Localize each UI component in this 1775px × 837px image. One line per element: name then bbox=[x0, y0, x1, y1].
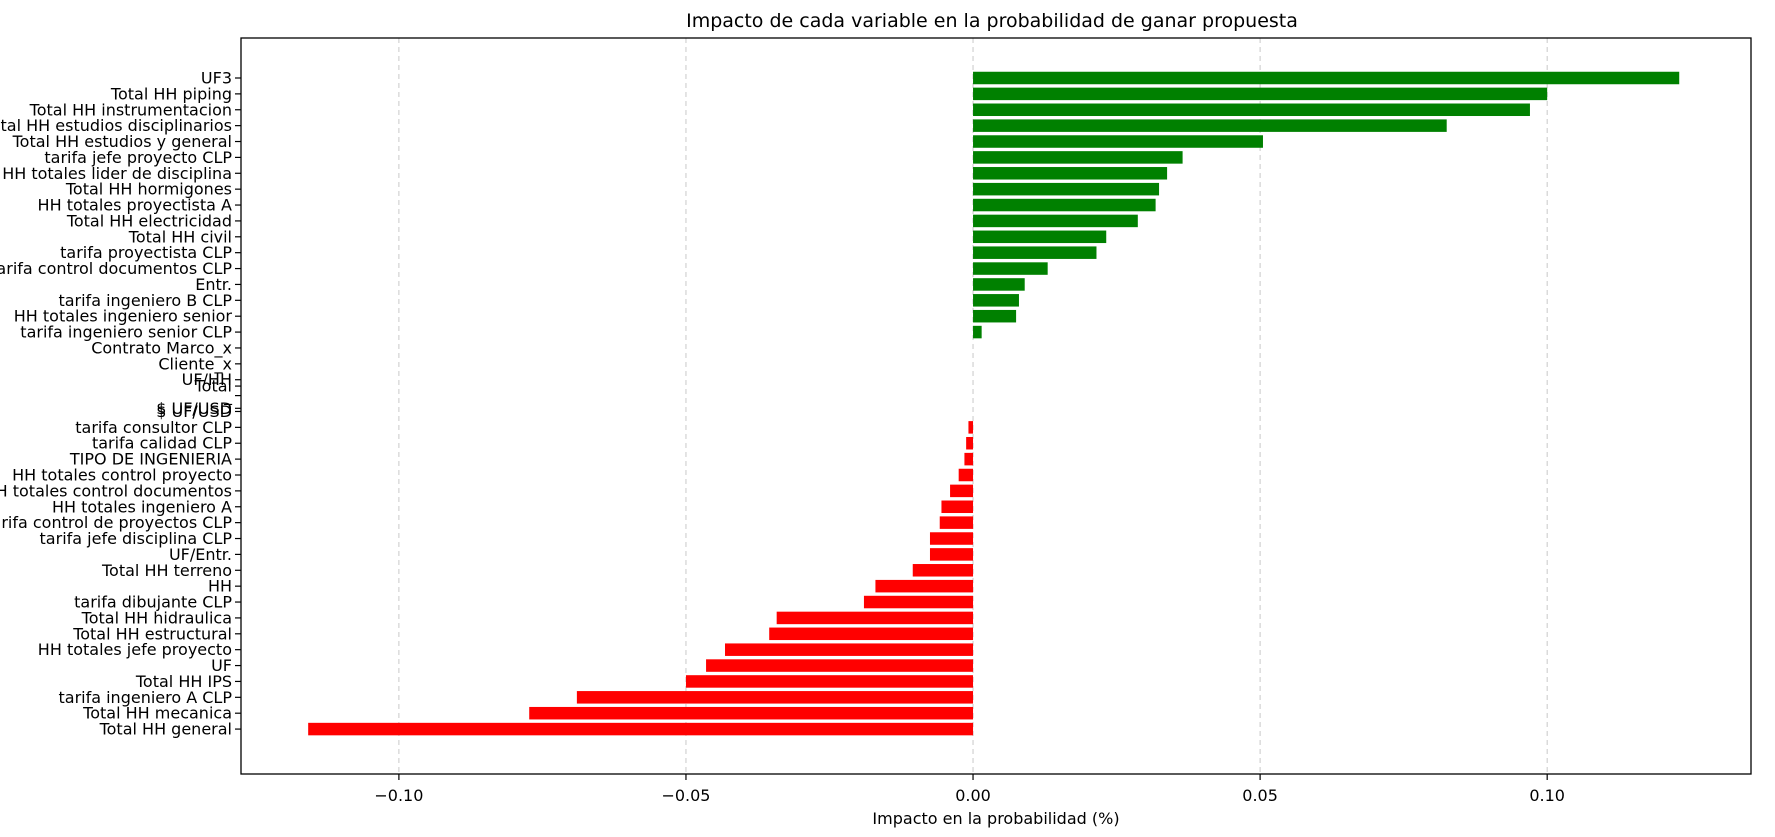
bar bbox=[973, 246, 1097, 259]
y-tick-label: Total HH civil bbox=[128, 227, 232, 246]
bar bbox=[529, 706, 974, 720]
x-tick-label: −0.05 bbox=[661, 786, 710, 805]
bar bbox=[973, 87, 1548, 101]
y-tick-label: tarifa ingeniero A CLP bbox=[58, 688, 232, 707]
bar bbox=[706, 659, 974, 672]
y-tick-label: Cliente_x bbox=[158, 354, 232, 374]
bar bbox=[939, 516, 974, 529]
y-tick-label: tarifa control de proyectos CLP bbox=[0, 513, 232, 532]
y-tick-label: HH totales jefe proyecto bbox=[38, 640, 232, 659]
bar bbox=[973, 151, 1183, 164]
y-tick-label: HH totales control proyecto bbox=[12, 466, 232, 485]
y-tick-label: tarifa ingeniero senior CLP bbox=[20, 323, 232, 342]
y-tick-label: $ UF/USD bbox=[156, 399, 232, 418]
bar bbox=[973, 103, 1530, 117]
bar bbox=[964, 452, 974, 466]
y-tick-label: HH bbox=[208, 577, 232, 596]
bars bbox=[308, 71, 1680, 736]
x-tick-label: 0.05 bbox=[1242, 786, 1278, 805]
chart-title: Impacto de cada variable en la probabili… bbox=[686, 10, 1298, 32]
y-tick-label: tarifa consultor CLP bbox=[75, 418, 232, 437]
y-tick-label: HH totales control documentos bbox=[0, 481, 232, 500]
y-tick-label: Contrato Marco_x bbox=[91, 338, 232, 358]
y-tick-label: _ bbox=[223, 386, 233, 406]
bar bbox=[308, 722, 974, 736]
y-tick-label: tarifa proyectista CLP bbox=[60, 243, 232, 262]
y-tick-label: UF/Entr. bbox=[169, 545, 232, 564]
y-tick-label: TIPO DE INGENIERIA bbox=[69, 450, 232, 469]
y-tick-label: HH totales lider de disciplina bbox=[2, 164, 232, 183]
bar bbox=[929, 532, 974, 545]
y-tick-label: $ UF/USD bbox=[156, 402, 232, 421]
bar bbox=[912, 564, 974, 577]
y-tick-label: Total HH mecanica bbox=[82, 704, 232, 723]
y-tick-label: HH totales ingeniero senior bbox=[14, 307, 233, 326]
y-tick-label: Total HH IPS bbox=[135, 672, 232, 691]
x-axis-label: Impacto en la probabilidad (%) bbox=[872, 809, 1119, 828]
y-tick-label: Total HH general bbox=[99, 720, 232, 739]
bar bbox=[973, 309, 1017, 323]
x-tick-labels: −0.10 −0.05 0.00 0.05 0.10 bbox=[374, 774, 1565, 805]
bar bbox=[973, 167, 1168, 180]
bar bbox=[973, 119, 1447, 132]
bar bbox=[973, 182, 1160, 196]
bar bbox=[776, 611, 974, 625]
bar bbox=[973, 294, 1019, 307]
y-tick-label: Total HH instrumentacion bbox=[29, 100, 232, 119]
y-tick-label: UF bbox=[211, 656, 232, 675]
bar bbox=[966, 436, 974, 450]
bar bbox=[958, 468, 974, 482]
bar bbox=[929, 548, 974, 561]
y-tick-label: HH totales ingeniero A bbox=[52, 497, 232, 516]
y-tick-label: HH totales proyectista A bbox=[38, 196, 233, 215]
bar bbox=[685, 675, 974, 688]
bar bbox=[875, 579, 974, 593]
y-tick-label: tarifa jefe disciplina CLP bbox=[40, 529, 233, 548]
y-tick-label: Total HH estructural bbox=[72, 624, 232, 643]
y-tick-label: tarifa control documentos CLP bbox=[0, 259, 232, 278]
bar bbox=[973, 278, 1025, 291]
bar bbox=[973, 198, 1156, 212]
y-tick-label: tarifa jefe proyecto CLP bbox=[44, 148, 232, 167]
bar bbox=[576, 691, 974, 704]
bar bbox=[725, 643, 974, 656]
bar bbox=[973, 135, 1263, 148]
bar bbox=[863, 595, 974, 609]
bar bbox=[950, 484, 974, 498]
y-tick-label: Total HH terreno bbox=[101, 561, 232, 580]
bar bbox=[973, 230, 1107, 244]
y-tick-label: tarifa ingeniero B CLP bbox=[58, 291, 232, 310]
bar bbox=[769, 627, 974, 641]
grid-lines bbox=[398, 38, 1548, 774]
bar bbox=[973, 71, 1680, 85]
y-tick-label: Entr. bbox=[195, 275, 232, 294]
y-tick-label: tarifa calidad CLP bbox=[92, 434, 232, 453]
y-tick-label: tarifa dibujante CLP bbox=[74, 593, 232, 612]
bar bbox=[973, 325, 982, 339]
y-tick-label: Total HH estudios y general bbox=[12, 132, 232, 151]
y-tick-label: UF/HH bbox=[182, 370, 232, 389]
bar bbox=[941, 500, 974, 514]
y-tick-label: Total bbox=[194, 377, 232, 396]
x-tick-label: 0.00 bbox=[955, 786, 991, 805]
y-tick-label: Total HH estudios disciplinarios bbox=[0, 116, 232, 135]
bar bbox=[973, 214, 1138, 228]
plot-frame bbox=[240, 37, 1752, 775]
y-tick-label: UF3 bbox=[201, 69, 232, 88]
bar bbox=[968, 421, 974, 434]
y-tick-label: Total HH hormigones bbox=[65, 180, 232, 199]
y-tick-label: Total HH hidraulica bbox=[81, 608, 232, 627]
x-tick-label: −0.10 bbox=[374, 786, 423, 805]
bar bbox=[973, 262, 1048, 275]
y-tick-label: Total HH piping bbox=[110, 84, 232, 103]
x-tick-label: 0.10 bbox=[1529, 786, 1565, 805]
y-tick-label: Total HH electricidad bbox=[66, 211, 232, 230]
